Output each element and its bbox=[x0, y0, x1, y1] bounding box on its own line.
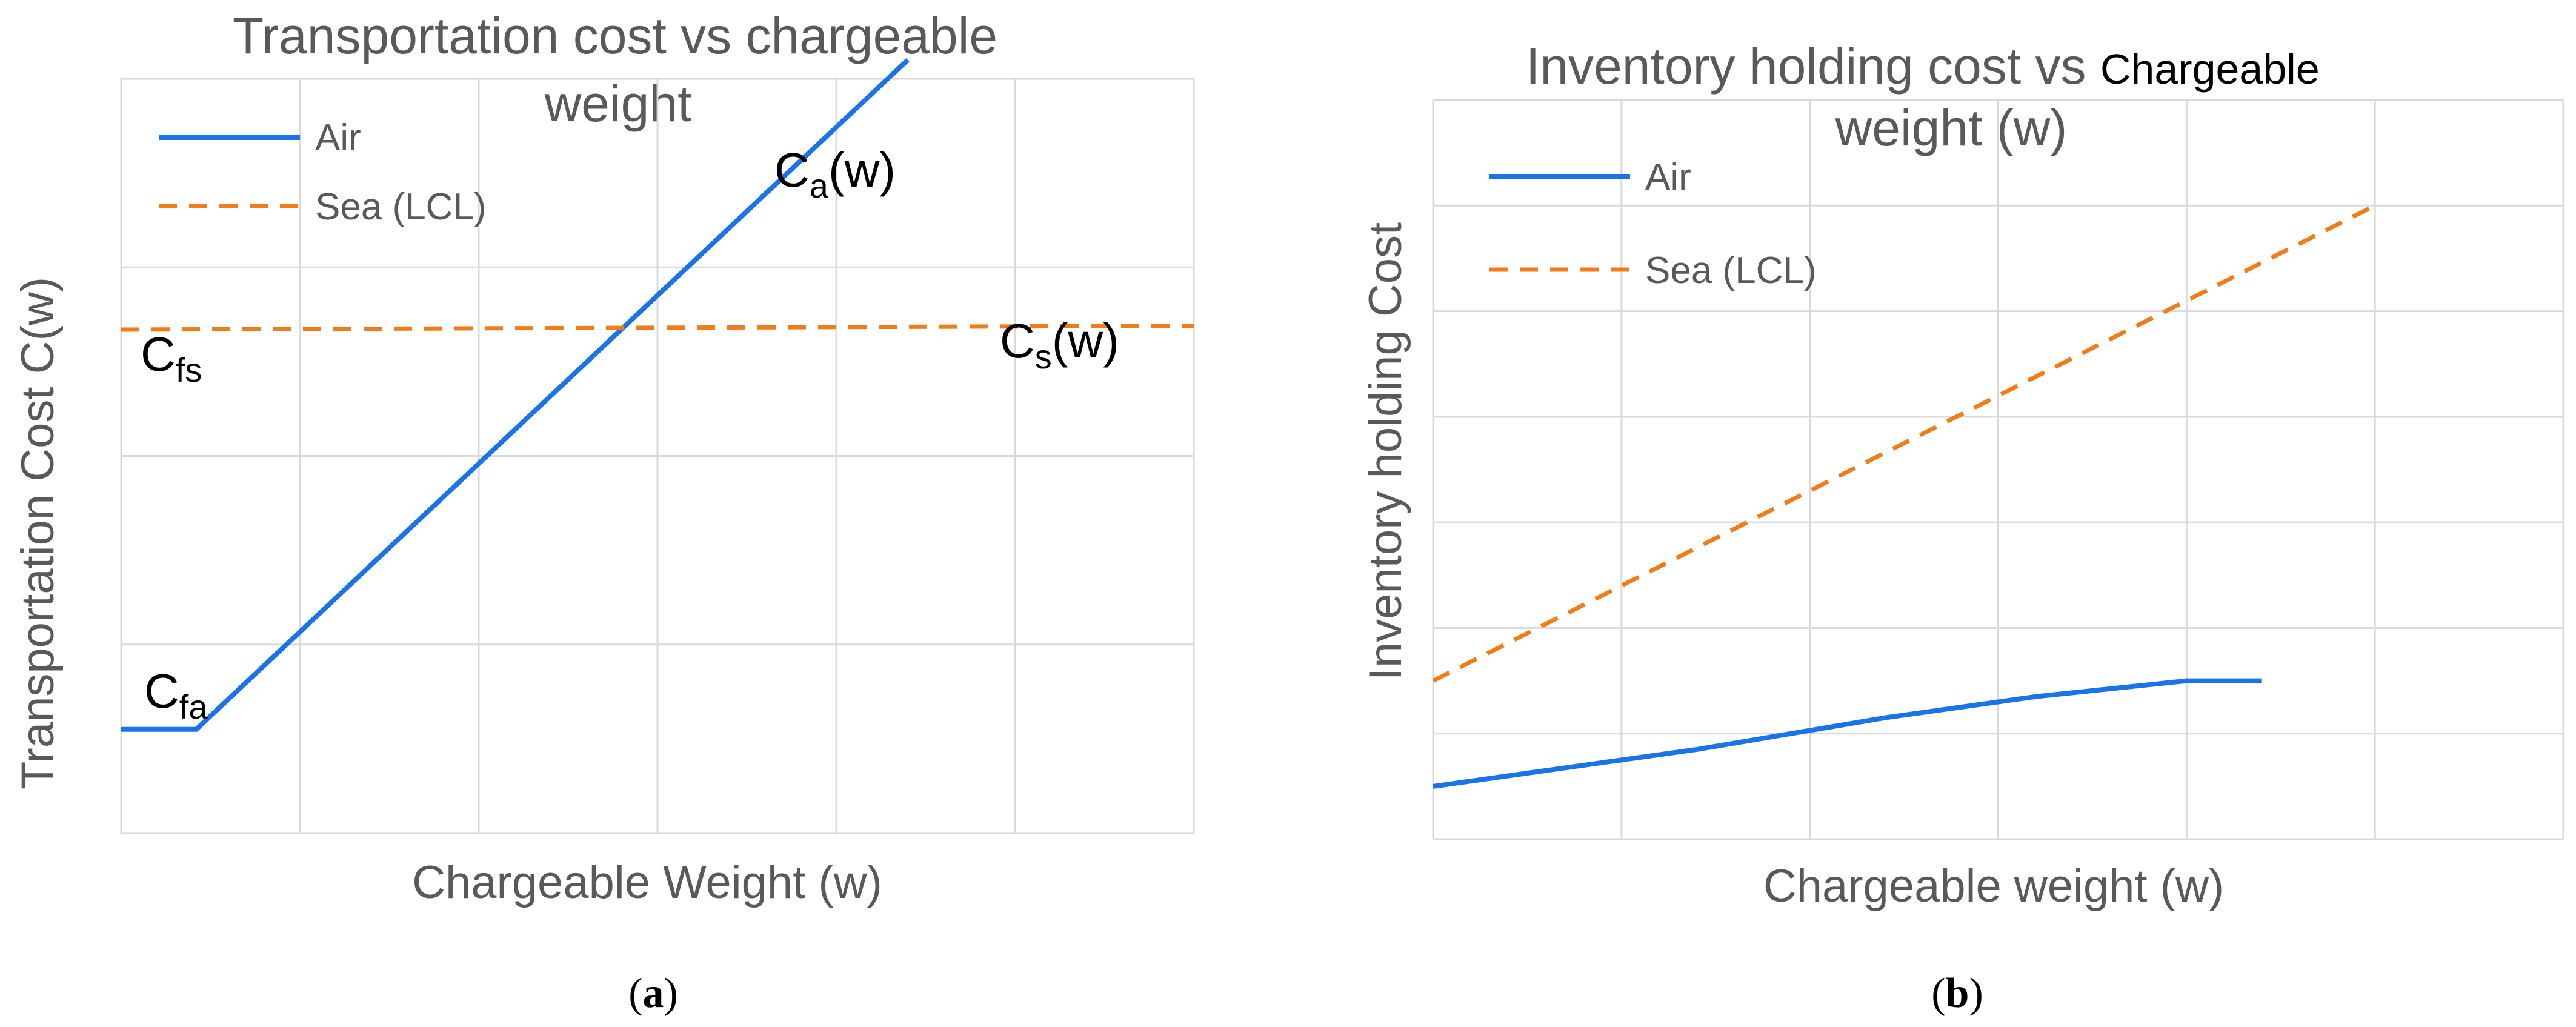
legend-label-air: Air bbox=[315, 117, 361, 159]
chart-a-caption: (a) bbox=[628, 970, 678, 1017]
chart-a-title-line2: weight bbox=[544, 75, 692, 132]
annot-cs-w: Cs(w) bbox=[1000, 314, 1119, 376]
chart-b: Inventory holding cost vs Chargeable wei… bbox=[1360, 38, 2564, 1017]
legend-label-sea: Sea (LCL) bbox=[315, 186, 487, 228]
chart-a-series-line-sea-lcl bbox=[121, 324, 1194, 332]
legend-label-air: Air bbox=[1645, 156, 1691, 198]
chart-a-series-lines bbox=[121, 58, 1194, 732]
chart-a-series-line-air bbox=[121, 58, 910, 732]
chart-a-x-axis-label: Chargeable Weight (w) bbox=[412, 857, 882, 908]
annot-ca-w: Ca(w) bbox=[774, 143, 896, 205]
annot-cfa: Cfa bbox=[144, 664, 208, 726]
chart-b-series-line-air bbox=[1433, 678, 2262, 789]
chart-b-series-lines bbox=[1432, 204, 2376, 789]
chart-b-title-line1: Inventory holding cost vs Chargeable bbox=[1526, 38, 2320, 95]
chart-a: Transportation cost vs chargeable weight… bbox=[12, 7, 1195, 1017]
chart-b-caption: (b) bbox=[1931, 970, 1983, 1017]
chart-b-legend: Air Sea (LCL) bbox=[1489, 156, 1817, 291]
chart-b-title-line2: weight (w) bbox=[1835, 99, 2068, 156]
chart-a-legend: Air Sea (LCL) bbox=[159, 117, 487, 228]
chart-a-y-axis-label: Transportation Cost C(w) bbox=[12, 277, 64, 789]
legend-label-sea: Sea (LCL) bbox=[1645, 250, 1817, 291]
chart-a-gridlines bbox=[120, 78, 1195, 834]
chart-b-x-axis-label: Chargeable weight (w) bbox=[1763, 860, 2224, 912]
chart-b-series-line-sea-lcl bbox=[1432, 204, 2376, 683]
chart-b-y-axis-label: Inventory holding Cost bbox=[1360, 222, 1411, 680]
chart-b-gridlines bbox=[1432, 99, 2564, 840]
chart-a-title-line1: Transportation cost vs chargeable bbox=[233, 7, 997, 64]
annot-cfs: Cfs bbox=[141, 327, 202, 389]
